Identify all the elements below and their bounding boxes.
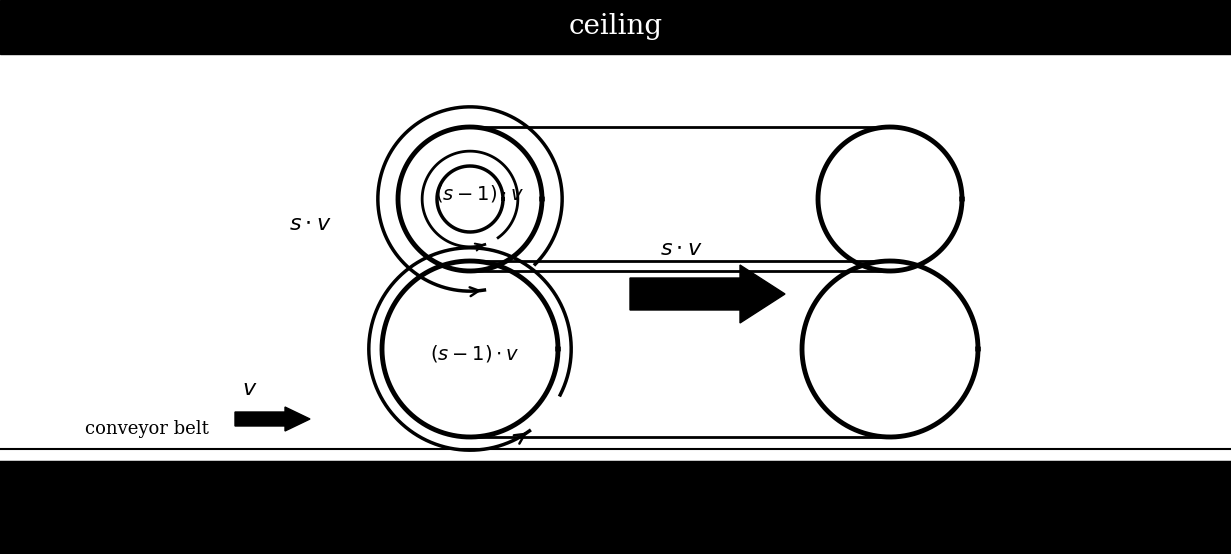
Text: conveyor belt: conveyor belt <box>85 420 209 438</box>
Circle shape <box>1049 466 1133 550</box>
Circle shape <box>1161 466 1231 550</box>
Circle shape <box>0 466 70 550</box>
Circle shape <box>881 466 965 550</box>
Circle shape <box>266 466 350 550</box>
Circle shape <box>825 466 910 550</box>
Text: $s \cdot v$: $s \cdot v$ <box>660 238 703 260</box>
Text: $(s-1) \cdot v$: $(s-1) \cdot v$ <box>436 183 524 204</box>
Text: ceiling: ceiling <box>569 13 662 40</box>
Bar <box>0 462 1231 554</box>
Circle shape <box>433 466 517 550</box>
Circle shape <box>602 466 686 550</box>
Text: $s \cdot v$: $s \cdot v$ <box>288 213 331 235</box>
Bar <box>0 0 1231 54</box>
Text: $v$: $v$ <box>243 378 257 400</box>
Circle shape <box>490 466 574 550</box>
Circle shape <box>1105 466 1189 550</box>
Circle shape <box>98 466 182 550</box>
Circle shape <box>154 466 238 550</box>
Circle shape <box>209 466 294 550</box>
Circle shape <box>993 466 1077 550</box>
Circle shape <box>937 466 1022 550</box>
Circle shape <box>657 466 741 550</box>
Circle shape <box>714 466 798 550</box>
Text: $(s-1) \cdot v$: $(s-1) \cdot v$ <box>431 343 519 365</box>
Circle shape <box>378 466 462 550</box>
Circle shape <box>545 466 629 550</box>
FancyArrow shape <box>235 407 310 431</box>
Circle shape <box>42 466 126 550</box>
Circle shape <box>769 466 853 550</box>
Circle shape <box>321 466 406 550</box>
FancyArrow shape <box>630 265 785 323</box>
